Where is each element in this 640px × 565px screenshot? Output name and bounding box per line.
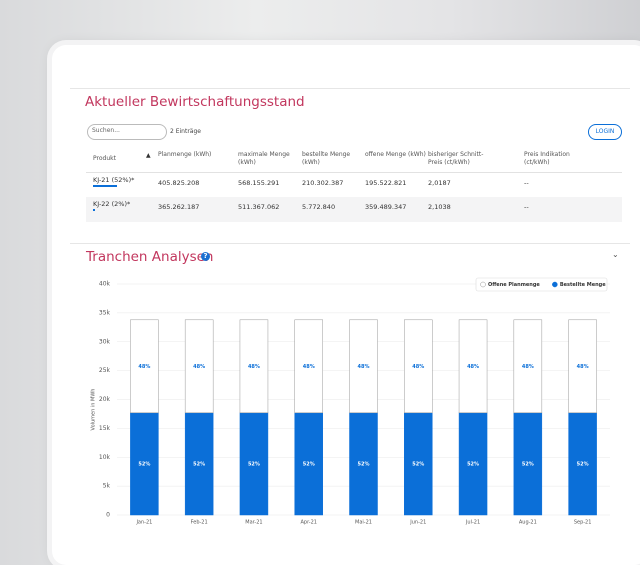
column-header: offene Menge (kWh) <box>365 151 426 158</box>
bar-segment <box>349 319 378 414</box>
value-label: 52% <box>412 461 424 467</box>
table-cell: 359.489.347 <box>365 203 407 211</box>
bar-segment <box>568 319 597 414</box>
x-tick-label: Jun-21 <box>409 520 426 526</box>
bar-segment <box>130 412 159 516</box>
entries-count: 2 Einträge <box>170 128 201 135</box>
row-background <box>86 197 622 222</box>
section-title: Tranchen Analysen <box>86 249 214 265</box>
legend-swatch <box>552 281 558 288</box>
legend-swatch <box>480 281 486 288</box>
y-tick-label: 10k <box>99 454 111 461</box>
y-axis-label: Volumen in MWh <box>91 389 97 431</box>
value-label: 52% <box>522 461 534 467</box>
table-cell: KJ-22 (2%)* <box>93 200 131 208</box>
page: Aktueller Bewirtschaftungsstand Suchen..… <box>0 0 640 550</box>
y-tick-label: 20k <box>99 396 111 403</box>
table-cell: 365.262.187 <box>158 203 200 211</box>
value-label: 48% <box>358 364 370 370</box>
bar-segment <box>239 319 269 414</box>
table-cell: 5.772.840 <box>302 203 336 211</box>
x-tick-label: Mar-21 <box>245 520 262 526</box>
column-header: maximale Menge (kWh) <box>238 151 290 166</box>
value-label: 48% <box>522 364 534 370</box>
row-divider <box>86 172 622 173</box>
bar-segment <box>568 412 597 516</box>
table-cell: 2,0187 <box>428 179 451 187</box>
bar-segment <box>513 412 543 516</box>
value-label: 48% <box>193 364 205 370</box>
y-tick-label: 40k <box>99 281 111 288</box>
value-label: 52% <box>138 461 150 467</box>
bar-segment <box>184 412 214 516</box>
divider <box>70 88 630 89</box>
search-input[interactable]: Suchen... <box>87 124 167 140</box>
help-icon[interactable]: ? <box>201 252 210 261</box>
bar-segment <box>458 319 488 414</box>
value-label: 52% <box>193 461 205 467</box>
table-cell: 511.367.062 <box>238 203 280 211</box>
x-tick-label: Apr-21 <box>300 520 317 526</box>
x-tick-label: Jan-21 <box>135 520 152 526</box>
value-label: 52% <box>467 461 479 467</box>
table-cell: -- <box>524 203 529 211</box>
value-label: 48% <box>303 364 315 370</box>
y-tick-label: 25k <box>99 367 111 374</box>
table-cell: 195.522.821 <box>365 179 407 187</box>
value-label: 48% <box>248 364 260 370</box>
table-cell: -- <box>524 179 529 187</box>
bar-segment <box>404 319 433 414</box>
value-label: 52% <box>303 461 315 467</box>
collapse-icon[interactable]: ⌄ <box>612 250 619 259</box>
bar-segment <box>294 412 323 516</box>
x-tick-label: Mai-21 <box>355 520 372 526</box>
bar-segment <box>349 412 378 516</box>
column-header: Produkt <box>93 155 116 162</box>
chart: 0 5k 10k 15k 20k 25k 30k 35k 40k Volumen in MWh 52… <box>91 277 610 526</box>
bar-segment <box>130 319 159 414</box>
bar-segment <box>184 319 214 414</box>
value-label: 48% <box>138 364 150 370</box>
page-title: Aktueller Bewirtschaftungsstand <box>85 94 305 110</box>
y-tick-label: 5k <box>103 483 111 490</box>
y-tick-label: 15k <box>99 425 111 432</box>
legend-box <box>475 277 608 292</box>
login-button[interactable]: LOGIN <box>588 124 622 140</box>
bar-segment <box>294 319 323 414</box>
table-cell: 2,1038 <box>428 203 451 211</box>
progress-bar <box>93 209 95 211</box>
column-header: bisheriger Schnitt-Preis (ct/kWh) <box>428 151 484 166</box>
column-header: Preis Indikation (ct/kWh) <box>524 151 570 166</box>
column-header: bestellte Menge (kWh) <box>302 151 351 166</box>
x-tick-label: Sep-21 <box>574 520 592 526</box>
bar-segment <box>404 412 433 516</box>
sort-icon[interactable]: ▲ <box>146 152 151 159</box>
value-label: 52% <box>358 461 370 467</box>
table-cell: 210.302.387 <box>302 179 344 187</box>
x-tick-label: Feb-21 <box>191 520 208 526</box>
table-cell: KJ-21 (52%)* <box>93 176 135 184</box>
value-label: 48% <box>412 364 424 370</box>
column-header: Planmenge (kWh) <box>158 151 212 158</box>
y-tick-label: 30k <box>99 338 111 345</box>
value-label: 52% <box>248 461 260 467</box>
legend-label: Bestellte Menge <box>560 282 606 288</box>
divider <box>70 243 630 244</box>
y-tick-label: 0 <box>106 512 110 519</box>
value-label: 48% <box>577 364 589 370</box>
bar-segment <box>513 319 543 414</box>
x-tick-label: Aug-21 <box>519 520 537 526</box>
bar-segment <box>239 412 269 516</box>
value-label: 52% <box>577 461 589 467</box>
legend-label: Offene Planmenge <box>488 282 540 288</box>
value-label: 48% <box>467 364 479 370</box>
progress-bar <box>93 185 117 187</box>
x-tick-label: Jul-21 <box>465 520 480 526</box>
table-cell: 405.825.208 <box>158 179 200 187</box>
bar-segment <box>458 412 488 516</box>
y-tick-label: 35k <box>99 309 111 316</box>
table-cell: 568.155.291 <box>238 179 280 187</box>
